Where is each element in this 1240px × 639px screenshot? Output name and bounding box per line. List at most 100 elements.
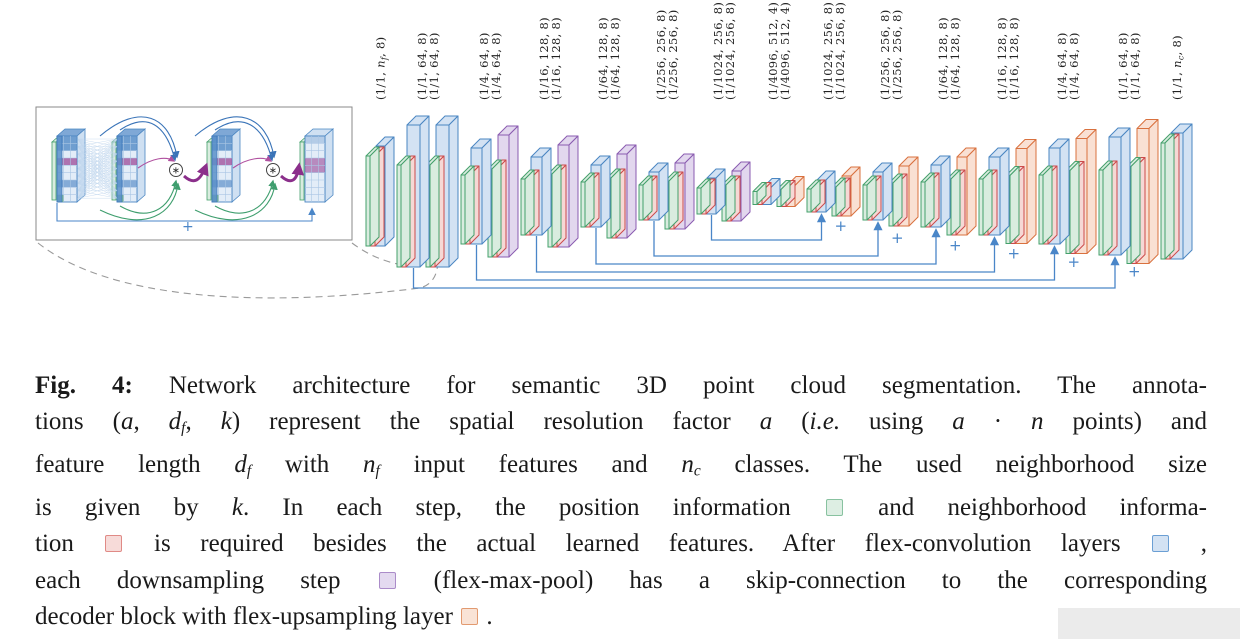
tensor-shape-label: (1/16, 128, 8) [1007, 17, 1021, 100]
legend-square-pos [825, 499, 843, 517]
tensor-shape-label: (1/1, 64, 8) [415, 32, 429, 100]
caption-text: a [952, 408, 965, 436]
figure-caption: Fig. 4: Network architecture for semanti… [35, 368, 1207, 636]
caption-text: a [759, 408, 773, 436]
skip-connection: + [653, 221, 904, 257]
tensor-shape-label: (1/1024, 256, 8) [821, 2, 835, 100]
tensor-shape-label: (1/4096, 512, 4) [778, 2, 792, 100]
tensor-shape-label: (1/16, 128, 8) [549, 17, 563, 100]
layer-group [696, 168, 726, 215]
caption-text: n [681, 451, 694, 479]
pos-slab [1038, 165, 1053, 245]
caption-line: feature length df with nf input features… [35, 447, 1207, 490]
layer-group [1065, 129, 1097, 254]
caption-text: c [693, 462, 701, 480]
tensor-shape-labels: (1/1, nf, 8) (1/1, 64, 8)(1/1, 64, 8) (1/4… [374, 2, 1186, 100]
inset-border [35, 106, 353, 241]
caption-text: (flex-max-pool) has a skip-connection to… [397, 566, 1207, 594]
caption-text: · [964, 408, 1032, 436]
caption-text: n [363, 451, 376, 479]
caption-text: , [1171, 530, 1207, 558]
layer-group [1038, 138, 1070, 245]
tensor-shape-label: (1/4, 64, 8) [489, 32, 503, 100]
inset-feature-block [50, 128, 87, 203]
pos-slab [806, 179, 821, 213]
pos-slab [396, 155, 411, 268]
tensor-shape-label: (1/4, 64, 8) [1055, 32, 1069, 100]
layer-group [946, 147, 977, 236]
caption-text: is given by [35, 494, 232, 522]
tensor-shape-label: (1/16, 128, 8) [537, 17, 551, 100]
skip-connection: + [595, 228, 962, 265]
legend-square-nbr [105, 535, 123, 553]
plus-sign: + [1008, 245, 1021, 263]
plus-sign: + [1068, 253, 1081, 271]
inset-skip-connection: + [56, 203, 316, 235]
pos-slab [752, 182, 767, 205]
layer-group [547, 135, 579, 248]
caption-text: input features and [379, 451, 682, 479]
figure-4: ∗ ∗ + + + + + + + (1/1, nf, 8) (1/1, 64, 8) (1/1,… [35, 2, 1193, 299]
caption-text: i.e. [809, 408, 841, 436]
tensor-shape-label: (1/256, 256, 8) [890, 9, 904, 100]
caption-text: using [840, 408, 953, 436]
caption-line: decoder block with flex-upsampling layer… [35, 599, 1207, 635]
pos-slab [580, 172, 595, 228]
legend-square-pool [378, 571, 396, 589]
caption-text: Fig. 4: [35, 372, 133, 399]
tensor-shape-label: (1/4096, 512, 4) [766, 2, 780, 100]
plus-sign: + [182, 219, 194, 235]
tensor-shape-label: (1/4, 64, 8) [1067, 32, 1081, 100]
layer-group [831, 166, 861, 217]
caption-line: tion is required besides the actual lear… [35, 526, 1207, 562]
layer-group [520, 147, 552, 236]
tensor-shape-label: (1/64, 128, 8) [936, 17, 950, 100]
caption-text: tion [35, 530, 104, 558]
layer-group [776, 176, 805, 207]
layer-group [606, 144, 637, 239]
caption-line: Fig. 4: Network architecture for semanti… [35, 368, 1207, 404]
layer-group [1126, 119, 1159, 264]
pos-slab [1098, 160, 1113, 256]
tensor-shape-label: (1/1024, 256, 8) [711, 2, 725, 100]
tensor-shape-label: (1/64, 128, 8) [596, 17, 610, 100]
layer-group [721, 161, 751, 222]
caption-text: decoder block with flex-upsampling layer [35, 603, 460, 631]
layer-group [487, 125, 519, 258]
plus-sign: + [949, 237, 962, 255]
caption-text: , [133, 408, 169, 436]
skip-connection: + [710, 213, 847, 241]
pos-slab [978, 169, 993, 236]
caption-text: k [220, 408, 232, 436]
caption-text: points) and [1043, 408, 1208, 436]
legend-square-up [461, 608, 479, 626]
layer-group [1005, 139, 1037, 244]
pos-slab [862, 175, 877, 221]
fully-connected-web [77, 138, 118, 199]
caption-text: f [375, 462, 380, 480]
plus-sign: + [1128, 263, 1141, 281]
caption-text: and neighborhood informa- [844, 494, 1207, 522]
layer-group [752, 178, 781, 205]
skip-connection: + [475, 245, 1081, 281]
caption-text: ( [772, 408, 810, 436]
layer-group [580, 155, 611, 228]
skip-connection: + [412, 256, 1141, 289]
caption-text: each downsampling step [35, 566, 377, 594]
layer-group [1160, 123, 1193, 260]
tensor-shape-label: (1/64, 128, 8) [608, 17, 622, 100]
tensor-shape-label: (1/1024, 256, 8) [833, 2, 847, 100]
tensor-shape-label: (1/1, 64, 8) [427, 32, 441, 100]
layer-group [664, 153, 695, 230]
conv-result-arrow [279, 162, 305, 183]
layer-group [365, 136, 395, 247]
pos-slab [365, 146, 380, 247]
conv-gather-arrows [99, 116, 181, 221]
inset-feature-block [205, 128, 242, 203]
pos-slab [638, 175, 653, 221]
caption-line: tions (a, df, k) represent the spatial r… [35, 404, 1207, 447]
inset-feature-block [110, 128, 147, 203]
layer-group [806, 170, 836, 213]
tensor-shape-label: (1/256, 256, 8) [654, 9, 668, 100]
caption-text: k [231, 494, 243, 522]
